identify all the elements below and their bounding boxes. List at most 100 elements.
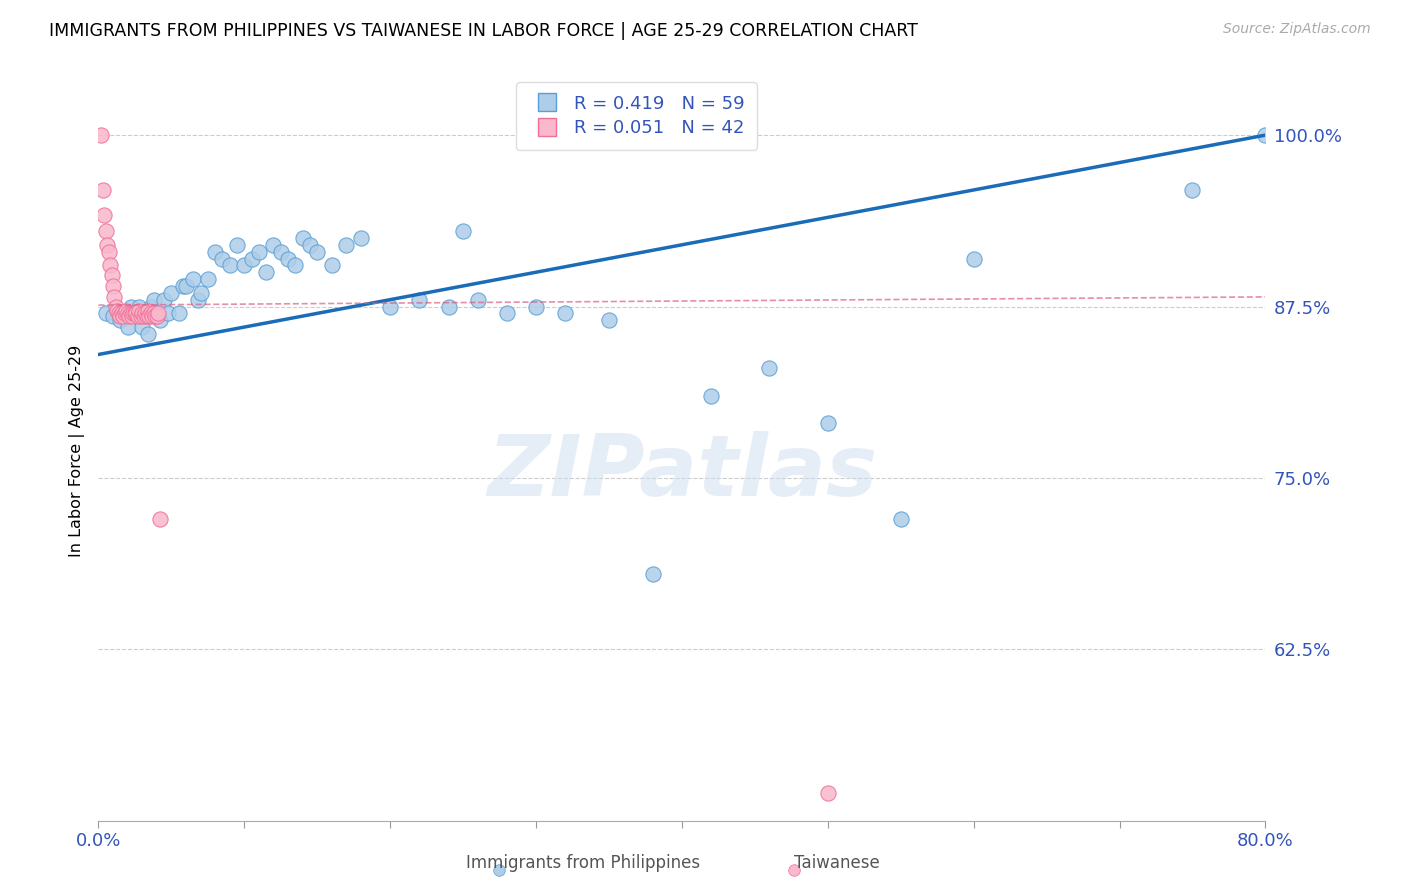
- Point: [167, 306, 190, 320]
- Point: [174, 279, 197, 293]
- Point: [142, 293, 165, 307]
- Point: [136, 303, 159, 318]
- Point: [121, 309, 143, 323]
- Point: [135, 309, 157, 323]
- Point: [112, 309, 135, 323]
- Y-axis label: In Labor Force | Age 25-29: In Labor Force | Age 25-29: [69, 344, 84, 557]
- Point: [254, 265, 277, 279]
- Text: Source: ZipAtlas.com: Source: ZipAtlas.com: [1223, 22, 1371, 37]
- Point: [125, 306, 148, 320]
- Point: [94, 306, 117, 320]
- Point: [132, 309, 155, 323]
- Point: [134, 306, 156, 320]
- Point: [117, 320, 139, 334]
- Point: [104, 300, 127, 314]
- Point: [1254, 128, 1277, 142]
- Point: [131, 306, 153, 320]
- Point: [226, 237, 249, 252]
- Point: [110, 309, 132, 323]
- Point: [284, 259, 307, 273]
- Point: [143, 309, 166, 323]
- Point: [96, 237, 118, 252]
- Legend: R = 0.419   N = 59, R = 0.051   N = 42: R = 0.419 N = 59, R = 0.051 N = 42: [516, 82, 756, 150]
- Point: [142, 306, 165, 320]
- Point: [103, 290, 125, 304]
- Point: [641, 566, 664, 581]
- Point: [124, 306, 146, 320]
- Point: [98, 259, 121, 273]
- Point: [1181, 183, 1204, 197]
- Point: [110, 313, 132, 327]
- Point: [524, 300, 547, 314]
- Point: [350, 231, 373, 245]
- Point: [321, 259, 343, 273]
- Point: [139, 300, 162, 314]
- Point: [122, 306, 145, 320]
- Point: [247, 244, 270, 259]
- Point: [118, 309, 141, 323]
- Point: [262, 237, 284, 252]
- Point: [598, 313, 620, 327]
- Point: [134, 306, 156, 320]
- Point: [91, 183, 114, 197]
- Point: [129, 309, 152, 323]
- Point: [90, 128, 112, 142]
- Point: [111, 306, 134, 320]
- Point: [148, 306, 170, 320]
- Point: [157, 306, 180, 320]
- Point: [467, 293, 489, 307]
- Point: [138, 309, 160, 323]
- Text: ZIPatlas: ZIPatlas: [486, 431, 877, 514]
- Point: [131, 320, 153, 334]
- Point: [146, 309, 169, 323]
- Point: [380, 300, 402, 314]
- Point: [124, 306, 146, 320]
- Point: [700, 389, 723, 403]
- Point: [211, 252, 233, 266]
- Point: [204, 244, 226, 259]
- Point: [114, 306, 136, 320]
- Point: [97, 244, 120, 259]
- Point: [190, 285, 212, 300]
- Text: Taiwanese: Taiwanese: [794, 855, 879, 872]
- Point: [101, 279, 124, 293]
- Text: Immigrants from Philippines: Immigrants from Philippines: [467, 855, 700, 872]
- Point: [105, 303, 128, 318]
- Point: [128, 300, 150, 314]
- Point: [187, 293, 209, 307]
- Point: [100, 268, 122, 282]
- Point: [149, 313, 172, 327]
- Point: [554, 306, 576, 320]
- Point: [307, 244, 329, 259]
- Point: [437, 300, 460, 314]
- Point: [817, 416, 839, 430]
- Point: [240, 252, 263, 266]
- Point: [181, 272, 204, 286]
- Point: [408, 293, 430, 307]
- Point: [141, 309, 163, 323]
- Point: [890, 512, 912, 526]
- Point: [758, 361, 780, 376]
- Point: [101, 309, 124, 323]
- Point: [108, 306, 131, 320]
- Point: [451, 224, 474, 238]
- Point: [94, 224, 117, 238]
- Point: [335, 237, 357, 252]
- Point: [149, 512, 172, 526]
- Point: [197, 272, 219, 286]
- Point: [136, 326, 159, 341]
- Point: [496, 306, 519, 320]
- Point: [139, 306, 162, 320]
- Point: [153, 293, 176, 307]
- Point: [128, 303, 150, 318]
- Point: [117, 306, 139, 320]
- Point: [270, 244, 292, 259]
- Point: [115, 303, 138, 318]
- Point: [160, 285, 183, 300]
- Point: [120, 300, 142, 314]
- Point: [146, 306, 169, 320]
- Point: [233, 259, 256, 273]
- Point: [962, 252, 984, 266]
- Point: [93, 208, 115, 222]
- Point: [291, 231, 314, 245]
